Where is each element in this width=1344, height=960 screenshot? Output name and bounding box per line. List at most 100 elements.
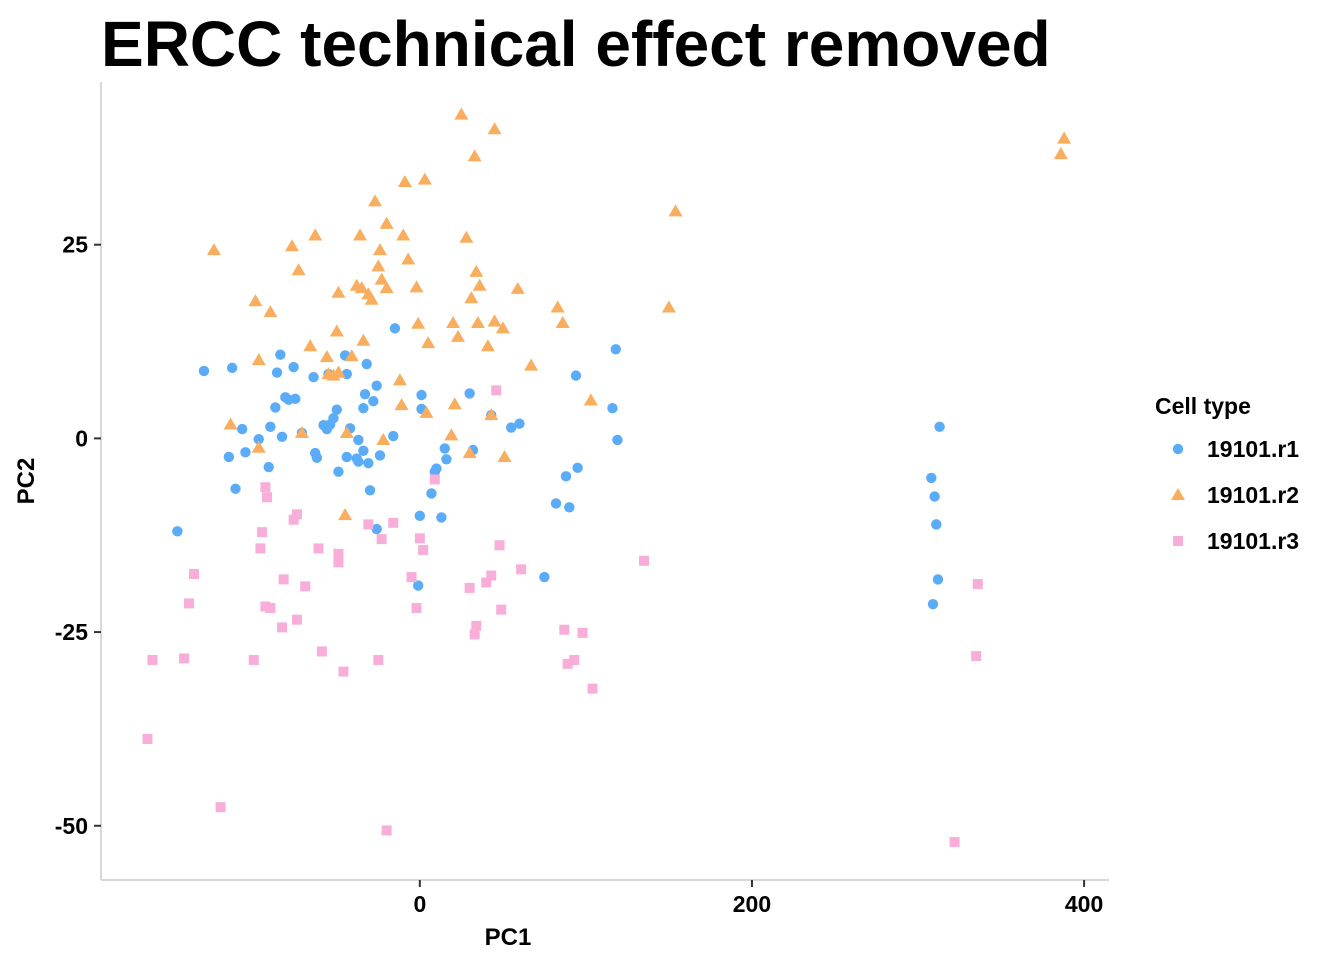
data-point xyxy=(439,443,450,454)
y-tick-label: -50 xyxy=(55,813,88,839)
y-axis-ticks: -50 -25 0 25 xyxy=(55,232,101,839)
data-point xyxy=(550,300,565,313)
legend-title: Cell type xyxy=(1155,393,1251,419)
data-point xyxy=(263,305,278,318)
data-point xyxy=(467,149,482,162)
data-point xyxy=(389,323,401,334)
data-point xyxy=(607,402,618,414)
data-point xyxy=(371,380,382,391)
data-point xyxy=(265,421,276,432)
data-point xyxy=(251,440,266,453)
data-point xyxy=(931,519,942,530)
data-point xyxy=(451,329,466,342)
data-point xyxy=(514,418,525,429)
data-point xyxy=(374,272,389,285)
data-point xyxy=(288,514,299,525)
data-point xyxy=(363,519,374,530)
data-point xyxy=(257,527,268,538)
data-point xyxy=(564,502,575,513)
data-point xyxy=(610,344,621,355)
data-point xyxy=(260,482,271,493)
data-point xyxy=(497,449,512,463)
data-point xyxy=(505,422,517,433)
data-point xyxy=(275,349,286,360)
data-point xyxy=(353,228,368,241)
data-point xyxy=(569,654,580,665)
x-tick-label: 200 xyxy=(733,891,771,917)
x-tick-label: 400 xyxy=(1065,891,1103,917)
data-point xyxy=(555,315,570,328)
data-point xyxy=(376,432,391,445)
data-point xyxy=(331,404,343,415)
data-point xyxy=(339,425,354,439)
data-point xyxy=(371,523,382,535)
data-point xyxy=(414,510,426,522)
series-19101.r2 xyxy=(206,107,1072,521)
data-point xyxy=(313,543,324,554)
data-point xyxy=(972,579,983,590)
data-point xyxy=(376,534,387,545)
data-point xyxy=(288,361,299,373)
data-point xyxy=(291,263,306,276)
data-point xyxy=(570,370,582,381)
data-point xyxy=(949,837,960,848)
data-point xyxy=(510,281,525,294)
data-point xyxy=(353,434,364,446)
data-point xyxy=(329,324,344,337)
data-point xyxy=(471,620,482,631)
data-point xyxy=(401,252,416,265)
data-point xyxy=(230,483,241,494)
data-points xyxy=(142,107,1072,848)
data-point xyxy=(142,733,153,744)
data-point xyxy=(240,447,251,458)
data-point xyxy=(353,456,364,467)
legend-item-label: 19101.r3 xyxy=(1207,528,1299,554)
data-point xyxy=(338,508,353,521)
data-point xyxy=(147,654,158,665)
data-point xyxy=(436,512,447,523)
data-point xyxy=(932,574,944,585)
data-point xyxy=(223,417,238,430)
data-point xyxy=(354,281,369,294)
y-tick-label: 0 xyxy=(75,425,88,451)
data-point xyxy=(539,571,550,583)
chart-title: ERCC technical effect removed xyxy=(101,8,1051,80)
data-point xyxy=(441,454,452,465)
data-point xyxy=(359,389,371,400)
y-axis-title: PC2 xyxy=(13,458,40,505)
data-point xyxy=(331,285,346,298)
data-point xyxy=(487,122,502,135)
data-point xyxy=(411,316,426,329)
data-point xyxy=(484,408,499,421)
x-axis-ticks: 0 200 400 xyxy=(413,880,1103,917)
legend-item-label: 19101.r1 xyxy=(1207,436,1299,462)
data-point xyxy=(421,336,436,349)
series-19101.r1 xyxy=(172,323,945,610)
data-point xyxy=(927,598,939,610)
data-point xyxy=(612,434,623,446)
data-point xyxy=(206,243,221,256)
data-point xyxy=(356,333,371,346)
data-point xyxy=(291,614,302,625)
data-point xyxy=(368,194,383,207)
legend-key-circle-icon xyxy=(1172,443,1184,455)
data-point xyxy=(368,396,379,407)
data-point xyxy=(577,627,588,638)
data-point xyxy=(311,452,323,463)
data-point xyxy=(308,228,323,241)
data-point xyxy=(276,431,288,443)
data-point xyxy=(303,339,318,352)
data-point xyxy=(364,292,379,305)
data-point xyxy=(277,622,288,633)
data-point xyxy=(1057,131,1072,144)
data-point xyxy=(358,445,369,456)
data-point xyxy=(198,365,210,377)
data-point xyxy=(341,451,352,463)
data-point xyxy=(338,666,349,677)
data-point xyxy=(358,402,369,414)
data-point xyxy=(397,174,412,187)
data-point xyxy=(265,603,276,614)
data-point xyxy=(253,433,264,445)
data-point xyxy=(406,572,417,583)
data-point xyxy=(188,568,199,579)
